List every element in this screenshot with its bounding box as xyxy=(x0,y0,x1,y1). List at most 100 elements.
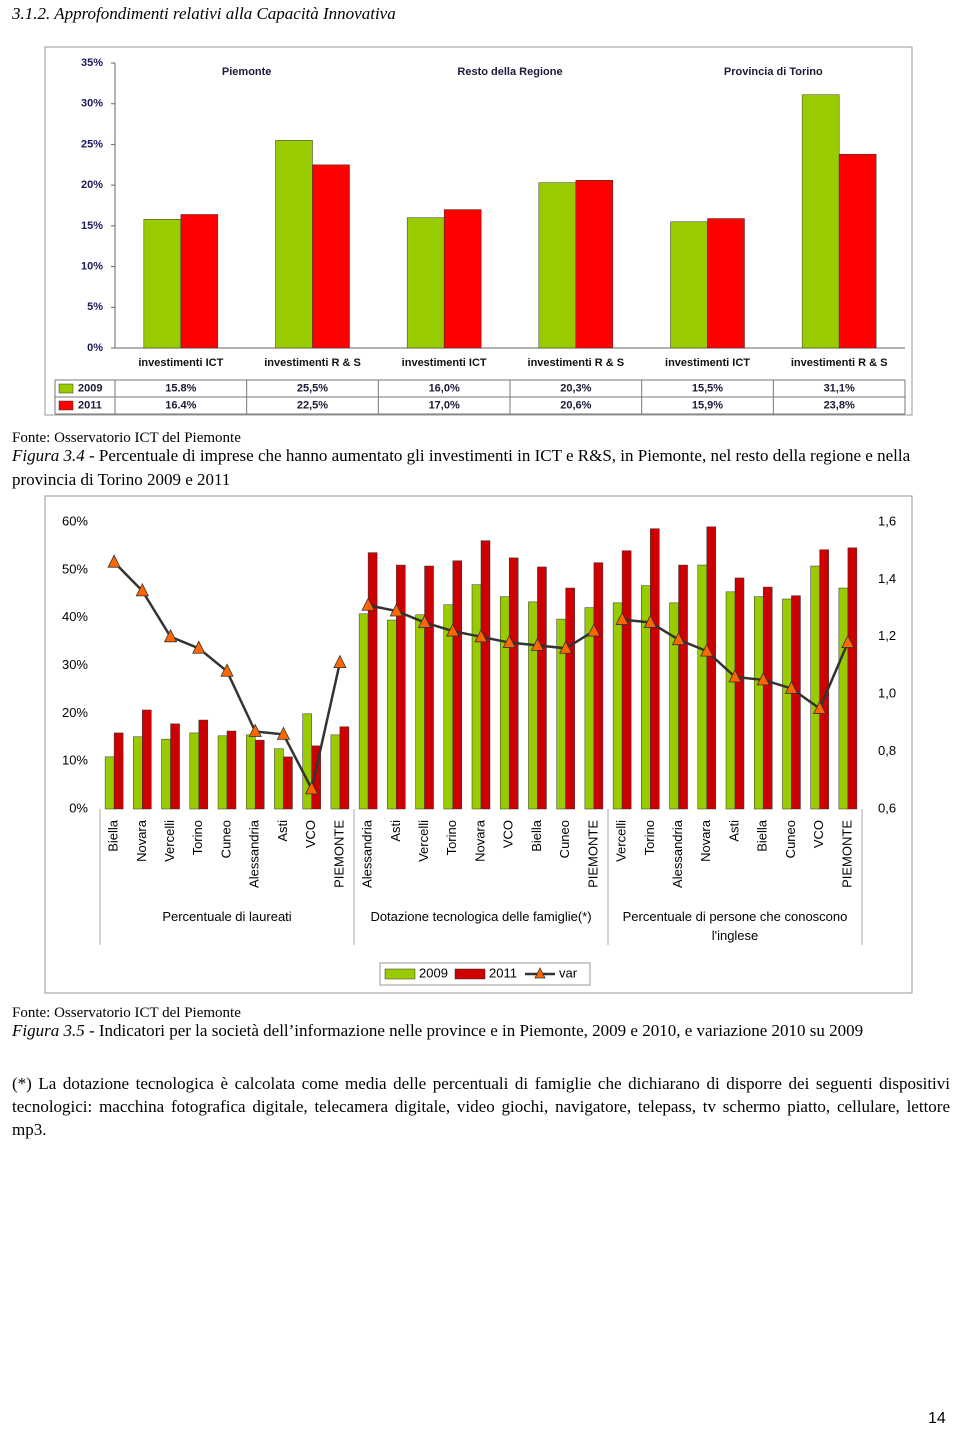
table-value: 23,8% xyxy=(824,399,855,411)
bar xyxy=(443,209,482,349)
category-label: Vercelli xyxy=(416,820,431,862)
category-label: investimenti ICT xyxy=(138,357,223,369)
bar xyxy=(226,730,237,810)
bar xyxy=(275,140,313,349)
y-tick-label: 60% xyxy=(62,513,88,528)
y-tick-label: 20% xyxy=(81,179,103,191)
caption-text: - Indicatori per la società dell’informa… xyxy=(84,1021,864,1040)
bar xyxy=(678,564,688,810)
category-label: Biella xyxy=(106,819,121,852)
bar xyxy=(312,164,350,349)
figure-label: Figura 3.4 xyxy=(12,446,85,465)
y-tick-label: 0% xyxy=(69,800,88,815)
line-marker xyxy=(192,640,206,654)
category-label: Alessandria xyxy=(247,819,262,888)
category-label: Torino xyxy=(444,820,459,855)
category-label: Cuneo xyxy=(218,820,233,858)
category-label: Novara xyxy=(472,819,487,862)
figure-source: Fonte: Osservatorio ICT del Piemonte xyxy=(12,1005,241,1021)
table-value: 16,0% xyxy=(429,382,460,394)
bar xyxy=(396,564,406,810)
bar xyxy=(612,602,623,810)
line-marker xyxy=(389,603,403,617)
category-label: Biella xyxy=(529,819,544,852)
category-label: Novara xyxy=(134,819,149,862)
category-label: PIEMONTE xyxy=(585,820,600,888)
group-title: Provincia di Torino xyxy=(724,66,823,78)
category-label: Asti xyxy=(726,820,741,842)
table-value: 31,1% xyxy=(824,382,855,394)
line-marker xyxy=(135,582,149,597)
category-label: Alessandria xyxy=(670,819,685,888)
bar xyxy=(782,598,792,810)
line-marker xyxy=(502,634,516,648)
category-label: VCO xyxy=(811,820,826,848)
bar xyxy=(584,607,595,810)
category-label: Cuneo xyxy=(783,820,798,858)
category-label: Torino xyxy=(190,820,205,855)
bar xyxy=(650,528,660,810)
bar xyxy=(725,591,736,810)
line-marker xyxy=(107,554,121,568)
y-tick-label: 50% xyxy=(62,561,88,576)
y2-tick-label: 1,6 xyxy=(878,513,896,528)
group-label: Dotazione tecnologica delle famiglie(*) xyxy=(370,909,592,924)
category-label: investimenti ICT xyxy=(665,357,750,369)
y-tick-label: 30% xyxy=(81,98,103,110)
category-label: investimenti ICT xyxy=(402,357,487,369)
group-label: Percentuale di persone che conoscono l'i… xyxy=(622,909,848,943)
category-label: Vercelli xyxy=(614,820,629,862)
line-marker xyxy=(700,643,714,657)
y2-tick-label: 0,8 xyxy=(878,743,896,758)
y-tick-label: 40% xyxy=(62,609,88,624)
y-tick-label: 35% xyxy=(81,57,103,69)
group-title: Piemonte xyxy=(222,66,272,78)
bar xyxy=(367,552,378,810)
bar xyxy=(847,547,858,810)
bar xyxy=(471,584,482,810)
table-value: 16.4% xyxy=(165,399,196,411)
bar xyxy=(415,614,425,810)
bar xyxy=(424,565,434,810)
line-marker xyxy=(276,726,291,740)
line-marker xyxy=(305,781,319,795)
bar xyxy=(198,719,209,810)
bar xyxy=(499,596,510,810)
legend-marker xyxy=(534,967,546,979)
category-label: Biella xyxy=(755,819,770,852)
bar xyxy=(575,180,614,349)
category-label: Novara xyxy=(698,819,713,862)
line-marker xyxy=(248,723,262,737)
line-marker xyxy=(474,628,488,643)
table-value: 20,3% xyxy=(560,382,591,394)
category-label: investimenti R & S xyxy=(791,357,888,369)
y2-tick-label: 0,6 xyxy=(878,800,896,815)
bar xyxy=(339,726,350,810)
legend-label: 2009 xyxy=(78,382,102,394)
line-marker xyxy=(220,663,234,677)
bar xyxy=(838,587,849,810)
figure-caption: Figura 3.5 - Indicatori per la società d… xyxy=(12,1019,950,1043)
line-marker xyxy=(756,671,770,686)
bar xyxy=(170,723,180,810)
category-label: VCO xyxy=(303,820,318,848)
line-marker xyxy=(417,614,432,628)
bar xyxy=(387,619,397,810)
bar xyxy=(810,565,820,810)
line-marker xyxy=(559,640,573,654)
bar xyxy=(565,587,575,810)
bar xyxy=(217,735,228,810)
table-value: 20,6% xyxy=(560,399,591,411)
legend-swatch xyxy=(58,400,74,411)
bar xyxy=(189,732,200,810)
bar xyxy=(274,748,284,810)
line-marker xyxy=(333,654,347,669)
section-heading: 3.1.2. Approfondimenti relativi alla Cap… xyxy=(12,4,396,23)
category-label: Alessandria xyxy=(360,819,375,888)
bar xyxy=(762,586,773,810)
table-value: 17,0% xyxy=(429,399,460,411)
y-tick-label: 10% xyxy=(62,753,88,768)
caption-text: - Percentuale di imprese che hanno aumen… xyxy=(12,446,911,489)
line-marker xyxy=(530,637,545,651)
